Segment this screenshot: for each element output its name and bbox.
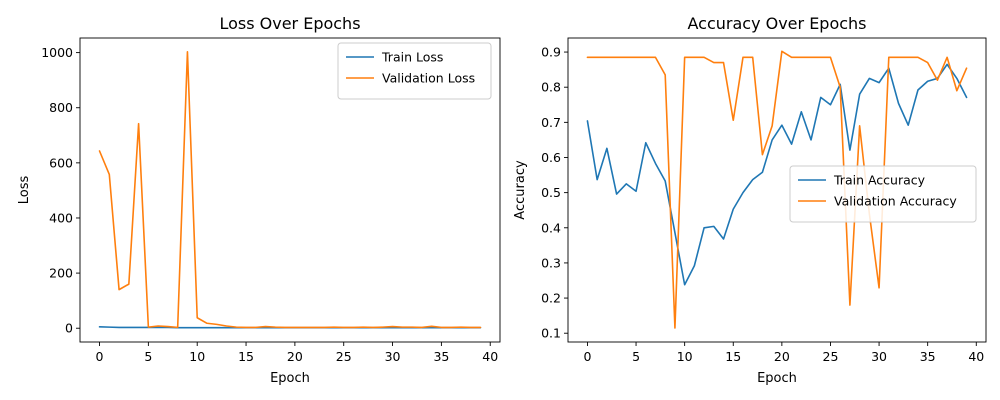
chart-title: Accuracy Over Epochs xyxy=(687,14,866,33)
x-tick-label: 20 xyxy=(774,349,790,364)
y-tick-label: 600 xyxy=(49,155,73,170)
x-tick-label: 40 xyxy=(482,349,498,364)
accuracy-chart: Accuracy Over Epochs 0 5 10 15 20 25 30 35 40 0.1 0… xyxy=(513,14,987,386)
chart-title: Loss Over Epochs xyxy=(219,14,360,33)
legend-label: Train Loss xyxy=(381,50,443,65)
x-tick-label: 15 xyxy=(725,349,741,364)
x-tick-label: 20 xyxy=(287,349,303,364)
x-tick-label: 10 xyxy=(677,349,693,364)
y-tick-label: 0.5 xyxy=(541,185,561,200)
y-tick-label: 1000 xyxy=(41,45,73,60)
x-tick-label: 35 xyxy=(433,349,449,364)
legend-box xyxy=(789,165,977,223)
y-tick-label: 0.9 xyxy=(541,45,561,60)
legend-label: Train Accuracy xyxy=(833,173,926,188)
series-line-validation xyxy=(98,50,482,329)
x-tick-label: 25 xyxy=(336,349,352,364)
x-tick-label: 0 xyxy=(96,349,104,364)
series-line-train xyxy=(586,63,968,286)
x-tick-label: 0 xyxy=(583,349,591,364)
y-axis-label: Loss xyxy=(17,176,32,205)
y-tick-label: 0.4 xyxy=(541,220,561,235)
plot-frame xyxy=(567,37,987,343)
x-tick-label: 30 xyxy=(385,349,401,364)
y-tick-label: 400 xyxy=(49,210,73,225)
x-tick-label: 15 xyxy=(238,349,254,364)
y-tick-label: 200 xyxy=(49,266,73,281)
x-tick-label: 35 xyxy=(920,349,936,364)
legend-label: Validation Accuracy xyxy=(834,194,957,209)
y-tick-label: 0.1 xyxy=(541,326,561,341)
y-tick-label: 800 xyxy=(49,100,73,115)
x-tick-label: 10 xyxy=(189,349,205,364)
y-axis-label: Accuracy xyxy=(513,160,528,220)
plot-frame xyxy=(79,37,501,343)
x-tick-label: 30 xyxy=(871,349,887,364)
legend-box xyxy=(337,42,492,100)
x-axis-label: Epoch xyxy=(757,371,797,386)
legend-label: Validation Loss xyxy=(382,71,475,86)
y-tick-label: 0 xyxy=(65,321,73,336)
y-tick-label: 0.8 xyxy=(541,80,561,95)
y-tick-label: 0.7 xyxy=(541,115,561,130)
x-axis-label: Epoch xyxy=(270,371,310,386)
x-tick-label: 25 xyxy=(823,349,839,364)
x-tick-label: 5 xyxy=(144,349,152,364)
y-tick-label: 0.2 xyxy=(541,291,561,306)
y-tick-label: 0.6 xyxy=(541,150,561,165)
series-line-validation xyxy=(586,50,968,329)
x-tick-label: 40 xyxy=(968,349,984,364)
x-tick-label: 5 xyxy=(632,349,640,364)
y-tick-label: 0.3 xyxy=(541,255,561,270)
